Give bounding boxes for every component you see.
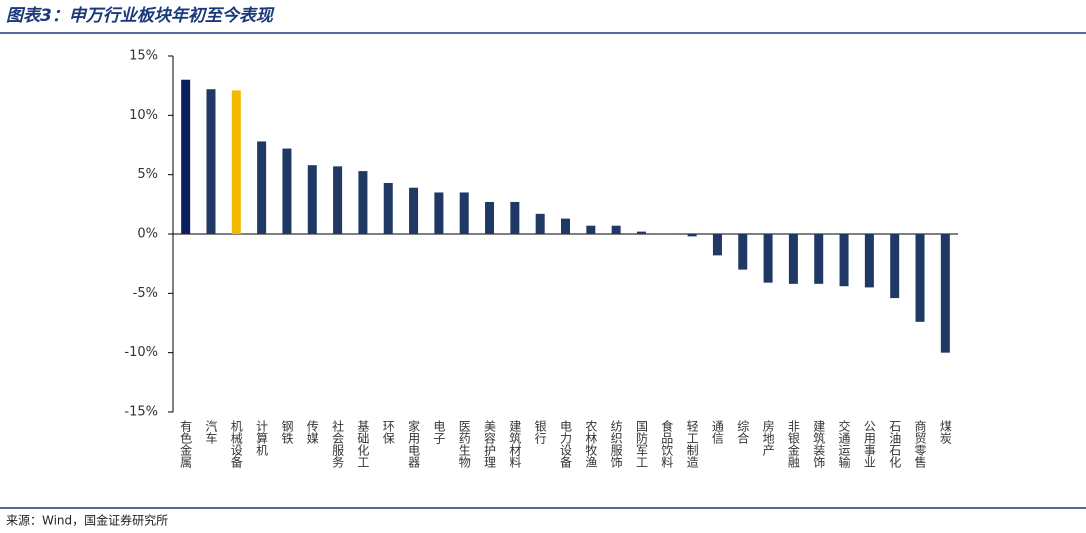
x-tick-label: 电力设备 <box>559 420 573 469</box>
bar <box>788 234 798 284</box>
x-tick-label: 机械设备 <box>229 420 243 469</box>
bar <box>307 165 317 234</box>
bar <box>864 234 874 288</box>
chart-title: 图表3：申万行业板块年初至今表现 <box>6 6 275 26</box>
x-tick-label: 国防军工 <box>634 420 648 468</box>
x-tick-label: 计算机 <box>255 420 269 456</box>
y-tick-label: 0% <box>137 227 158 242</box>
bar <box>915 234 925 322</box>
x-tick-label: 传媒 <box>305 419 319 444</box>
x-tick-label: 纺织服饰 <box>609 420 623 468</box>
x-tick-label: 公用事业 <box>862 420 876 468</box>
bar <box>636 231 646 234</box>
x-tick-label: 煤炭 <box>938 420 952 445</box>
bar <box>738 234 748 270</box>
bar <box>940 234 950 353</box>
bar <box>459 192 469 234</box>
y-tick-label: -5% <box>133 286 158 301</box>
bar <box>206 89 216 234</box>
x-tick-label: 通信 <box>710 420 724 445</box>
x-tick-label: 食品饮料 <box>660 419 674 468</box>
bar <box>712 234 722 256</box>
x-tick-label: 社会服务 <box>331 419 345 468</box>
y-tick-label: 5% <box>137 167 158 182</box>
bar <box>814 234 824 284</box>
x-tick-label: 钢铁 <box>280 420 294 444</box>
bar <box>383 182 393 234</box>
bar <box>535 213 545 234</box>
x-tick-label: 商贸零售 <box>913 419 927 468</box>
x-tick-label: 建筑材料 <box>508 420 522 468</box>
x-tick-label: 石油石化 <box>888 420 902 469</box>
bar <box>561 218 570 234</box>
x-tick-label: 医药生物 <box>457 420 471 468</box>
x-tick-label: 轻工制造 <box>685 420 699 468</box>
x-tick-label: 交通运输 <box>837 419 851 469</box>
bar <box>282 148 292 234</box>
source-note: 来源：Wind，国金证券研究所 <box>6 513 168 528</box>
bar <box>231 90 241 234</box>
y-tick-label: 10% <box>129 108 158 123</box>
x-tick-label: 建筑装饰 <box>812 420 826 468</box>
bar <box>434 192 444 234</box>
bar <box>510 201 520 234</box>
y-tick-label: 15% <box>129 49 158 64</box>
x-tick-label: 家用电器 <box>407 419 421 469</box>
bar <box>763 234 773 283</box>
x-tick-label: 非银金融 <box>786 420 800 469</box>
x-tick-label: 银行 <box>533 420 547 444</box>
x-tick-label: 有色金属 <box>179 420 193 469</box>
x-tick-label: 美容护理 <box>483 420 497 468</box>
bar <box>611 225 621 234</box>
bar <box>358 171 368 234</box>
bar <box>687 234 697 237</box>
y-tick-label: -15% <box>124 405 158 420</box>
bar <box>662 233 672 234</box>
x-tick-label: 房地产 <box>761 419 775 457</box>
bar <box>333 166 343 234</box>
bar <box>839 234 849 287</box>
x-tick-label: 农林牧渔 <box>584 420 598 468</box>
bar <box>485 201 495 234</box>
x-tick-label: 电子 <box>432 420 446 444</box>
x-tick-label: 汽车 <box>204 419 218 445</box>
bar <box>890 234 900 299</box>
y-tick-label: -10% <box>124 345 158 360</box>
bar <box>409 187 419 234</box>
x-tick-label: 基础化工 <box>356 420 370 468</box>
bar <box>181 79 191 234</box>
x-tick-label: 环保 <box>381 420 395 444</box>
bar <box>586 225 596 234</box>
bar <box>257 141 267 234</box>
x-tick-label: 综合 <box>736 420 750 444</box>
